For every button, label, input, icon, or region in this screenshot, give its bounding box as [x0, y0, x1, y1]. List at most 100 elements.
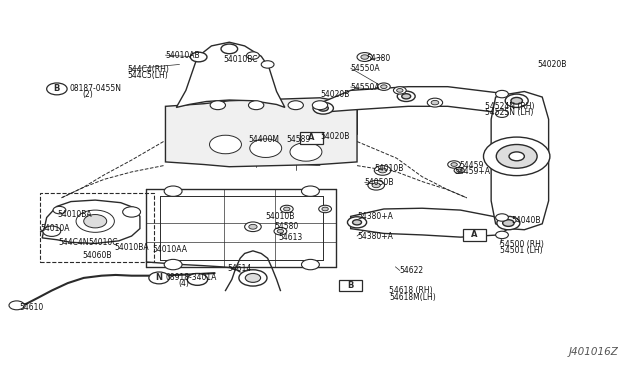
- Circle shape: [402, 94, 411, 99]
- Text: 54618 (RH): 54618 (RH): [389, 286, 433, 295]
- Text: B: B: [54, 84, 60, 93]
- Polygon shape: [491, 92, 548, 230]
- Circle shape: [378, 168, 387, 173]
- Circle shape: [431, 100, 439, 105]
- Text: N: N: [156, 273, 163, 282]
- Text: 54010B: 54010B: [374, 164, 404, 173]
- Text: 54525N (LH): 54525N (LH): [484, 108, 533, 117]
- Bar: [40, 193, 154, 262]
- Text: 54580: 54580: [274, 221, 298, 231]
- Text: 54060B: 54060B: [83, 251, 112, 260]
- Circle shape: [53, 206, 66, 214]
- Circle shape: [76, 210, 115, 232]
- Text: 54010C: 54010C: [89, 238, 118, 247]
- Text: 54020B: 54020B: [320, 90, 349, 99]
- Text: 54380+A: 54380+A: [357, 231, 393, 241]
- Circle shape: [210, 101, 225, 110]
- FancyBboxPatch shape: [339, 279, 362, 291]
- Text: 54618M(LH): 54618M(LH): [389, 293, 436, 302]
- Circle shape: [495, 90, 508, 98]
- Text: 54010A: 54010A: [40, 224, 70, 233]
- Circle shape: [457, 169, 462, 172]
- Circle shape: [209, 135, 241, 154]
- Text: 54010BC: 54010BC: [223, 55, 257, 64]
- Circle shape: [505, 94, 528, 108]
- Circle shape: [84, 215, 107, 228]
- Text: 54010BA: 54010BA: [57, 211, 92, 219]
- Text: 54020B: 54020B: [537, 60, 566, 69]
- Circle shape: [164, 186, 182, 196]
- Text: 54040B: 54040B: [511, 216, 541, 225]
- Circle shape: [43, 226, 61, 236]
- Circle shape: [428, 98, 443, 107]
- Text: A: A: [471, 230, 478, 240]
- Circle shape: [164, 259, 182, 270]
- Text: 54550A: 54550A: [351, 64, 380, 73]
- Text: 54500 (RH): 54500 (RH): [500, 240, 544, 249]
- Circle shape: [290, 142, 322, 161]
- Text: 54610: 54610: [20, 303, 44, 312]
- Text: 54589: 54589: [287, 135, 311, 144]
- Circle shape: [381, 85, 387, 89]
- Circle shape: [301, 259, 319, 270]
- Text: 08187-0455N: 08187-0455N: [70, 84, 122, 93]
- Circle shape: [502, 220, 514, 227]
- Circle shape: [47, 83, 67, 95]
- Circle shape: [495, 231, 508, 238]
- Text: 54020B: 54020B: [320, 132, 349, 141]
- Circle shape: [397, 91, 415, 102]
- Circle shape: [312, 101, 328, 110]
- Polygon shape: [317, 87, 516, 114]
- Text: 54501 (LH): 54501 (LH): [500, 246, 543, 255]
- Polygon shape: [166, 98, 357, 167]
- Text: 54010B: 54010B: [266, 212, 295, 221]
- Circle shape: [394, 87, 406, 94]
- Text: 54550A: 54550A: [351, 83, 380, 92]
- Circle shape: [322, 207, 328, 211]
- Text: 54459+A: 54459+A: [454, 167, 490, 176]
- Circle shape: [239, 270, 267, 286]
- Circle shape: [374, 166, 391, 175]
- Circle shape: [483, 137, 550, 176]
- Circle shape: [280, 205, 293, 213]
- Circle shape: [221, 44, 237, 54]
- Text: J401016Z: J401016Z: [569, 347, 619, 357]
- Circle shape: [509, 152, 524, 161]
- Text: (4): (4): [178, 279, 189, 288]
- Circle shape: [9, 301, 24, 310]
- Circle shape: [313, 102, 333, 114]
- FancyBboxPatch shape: [463, 229, 486, 241]
- Circle shape: [357, 52, 372, 61]
- Circle shape: [149, 272, 170, 284]
- Text: 54459: 54459: [460, 161, 484, 170]
- Polygon shape: [351, 208, 508, 237]
- Text: 544C4N: 544C4N: [58, 238, 89, 247]
- Circle shape: [495, 214, 508, 221]
- Text: 54524N (RH): 54524N (RH): [484, 102, 534, 111]
- Text: 08918-3401A: 08918-3401A: [166, 273, 217, 282]
- Polygon shape: [42, 200, 140, 243]
- Circle shape: [319, 205, 332, 213]
- Text: B: B: [348, 281, 354, 290]
- Circle shape: [249, 224, 257, 229]
- Circle shape: [495, 110, 508, 118]
- Text: 54622: 54622: [400, 266, 424, 275]
- Circle shape: [318, 105, 328, 111]
- Text: 54380: 54380: [367, 54, 391, 63]
- Text: 54614: 54614: [227, 264, 252, 273]
- Circle shape: [448, 161, 461, 168]
- Circle shape: [497, 217, 520, 230]
- Circle shape: [250, 139, 282, 157]
- Text: 544C4(RH): 544C4(RH): [127, 65, 169, 74]
- Circle shape: [348, 217, 367, 228]
- Circle shape: [368, 180, 385, 190]
- Text: (2): (2): [83, 90, 93, 99]
- Text: 54613: 54613: [278, 233, 303, 243]
- Circle shape: [244, 222, 261, 232]
- Circle shape: [496, 144, 537, 168]
- Text: 54400M: 54400M: [248, 135, 280, 144]
- Text: 54010BA: 54010BA: [115, 243, 149, 251]
- Circle shape: [261, 61, 274, 68]
- Circle shape: [190, 52, 207, 62]
- Circle shape: [353, 220, 362, 225]
